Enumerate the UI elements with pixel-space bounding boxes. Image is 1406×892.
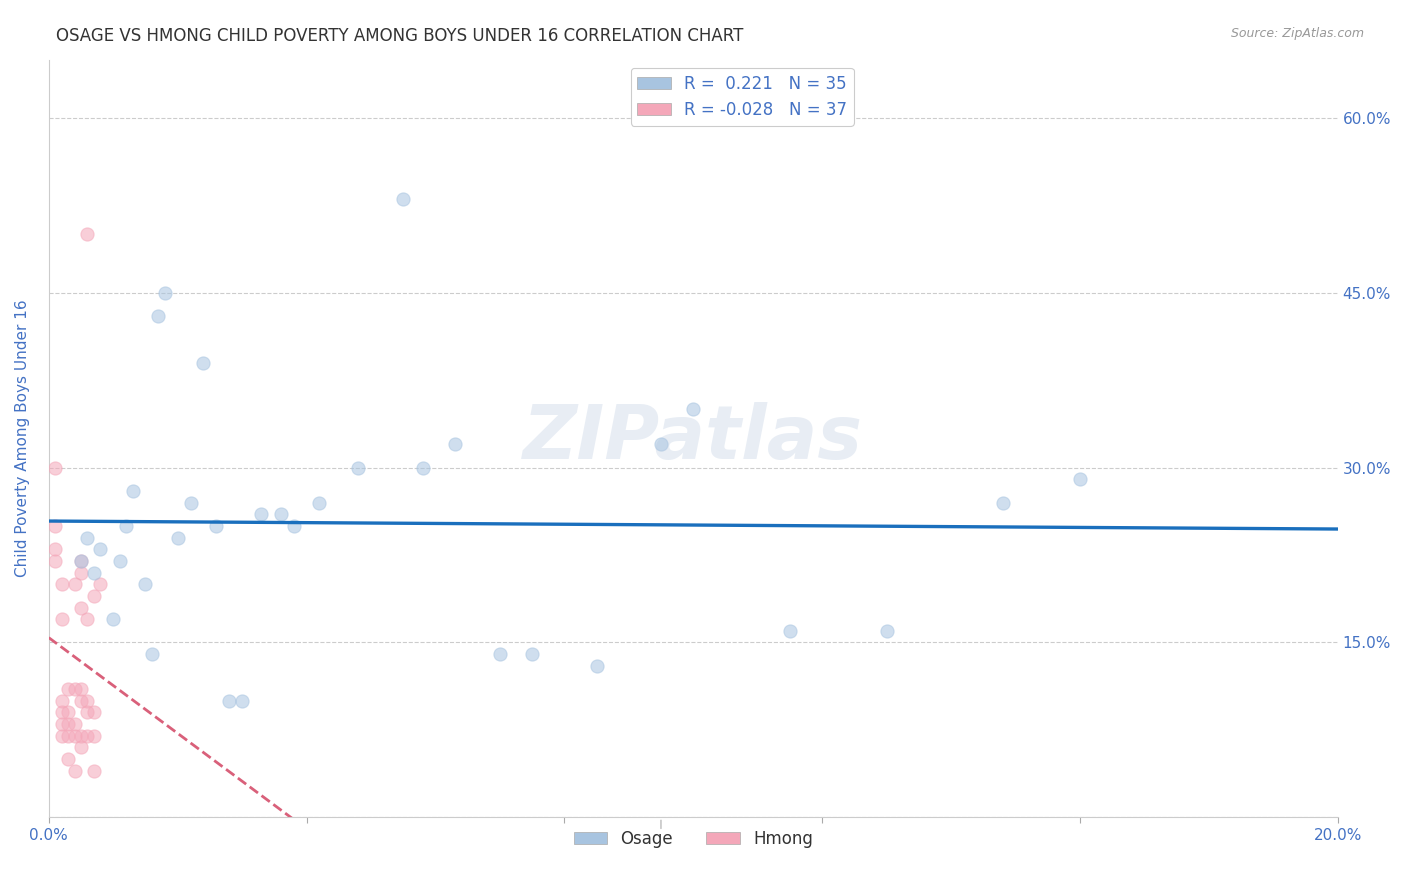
Point [76,612,98,626]
Point [70,554,93,568]
Point [70,566,93,580]
Point [70,682,93,697]
Point [70,600,93,615]
Point [56,682,79,697]
Point [682,402,704,417]
Point [44,519,66,533]
Point [153,285,176,300]
Point [779,624,801,638]
Point [1069,472,1091,486]
Point [83,764,105,778]
Point [141,647,163,661]
Point [63,577,86,591]
Point [56,706,79,720]
Point [83,589,105,603]
Point [166,531,188,545]
Point [991,495,1014,509]
Point [205,519,228,533]
Point [89,542,111,557]
Point [56,717,79,731]
Point [44,542,66,557]
Point [76,706,98,720]
Point [44,460,66,475]
Point [70,740,93,755]
Text: OSAGE VS HMONG CHILD POVERTY AMONG BOYS UNDER 16 CORRELATION CHART: OSAGE VS HMONG CHILD POVERTY AMONG BOYS … [56,27,744,45]
Point [76,227,98,242]
Point [308,495,330,509]
Point [83,729,105,743]
Text: Source: ZipAtlas.com: Source: ZipAtlas.com [1230,27,1364,40]
Point [585,658,607,673]
Point [412,460,434,475]
Point [218,694,240,708]
Point [51,577,73,591]
Point [63,764,86,778]
Point [51,729,73,743]
Point [250,508,273,522]
Point [148,309,170,323]
Point [76,694,98,708]
Point [520,647,543,661]
Point [70,729,93,743]
Text: ZIPatlas: ZIPatlas [523,402,863,475]
Point [76,729,98,743]
Point [51,694,73,708]
Point [83,566,105,580]
Point [392,193,415,207]
Point [56,729,79,743]
Point [443,437,465,451]
Point [51,612,73,626]
Point [489,647,512,661]
Point [121,483,143,498]
Point [83,706,105,720]
Point [103,612,125,626]
Point [63,682,86,697]
Point [70,694,93,708]
Point [876,624,898,638]
Point [270,508,292,522]
Point [63,729,86,743]
Point [134,577,156,591]
Point [283,519,305,533]
Point [51,717,73,731]
Point [70,554,93,568]
Point [44,554,66,568]
Point [193,356,215,370]
Point [347,460,370,475]
Point [650,437,672,451]
Legend: Osage, Hmong: Osage, Hmong [567,823,820,855]
Point [89,577,111,591]
Point [180,495,202,509]
Point [108,554,131,568]
Point [56,752,79,766]
Point [231,694,253,708]
Y-axis label: Child Poverty Among Boys Under 16: Child Poverty Among Boys Under 16 [15,300,30,577]
Point [63,717,86,731]
Point [76,531,98,545]
Point [115,519,138,533]
Point [51,706,73,720]
